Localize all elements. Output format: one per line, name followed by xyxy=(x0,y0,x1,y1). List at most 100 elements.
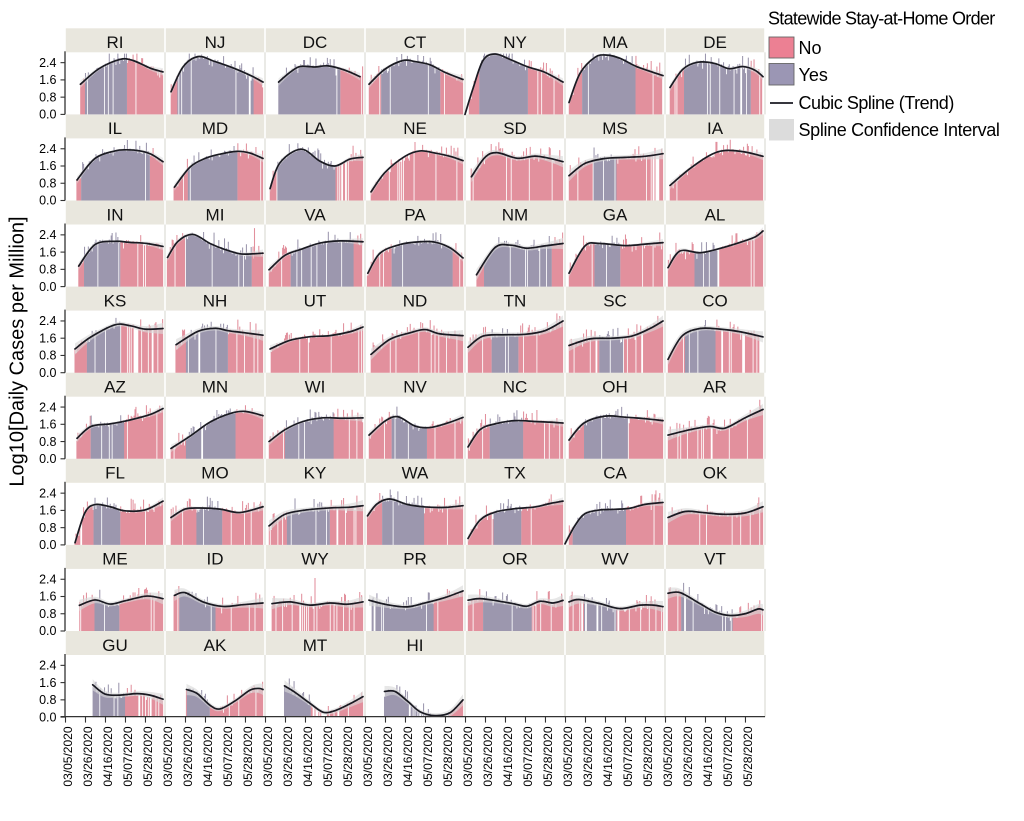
svg-text:1.6: 1.6 xyxy=(39,245,56,259)
svg-text:MS: MS xyxy=(602,119,628,138)
svg-text:NV: NV xyxy=(403,378,427,397)
svg-text:04/16/2020: 04/16/2020 xyxy=(101,726,115,786)
svg-text:Log10[Daily Cases per Million]: Log10[Daily Cases per Million] xyxy=(7,216,29,486)
svg-text:04/16/2020: 04/16/2020 xyxy=(401,726,415,786)
svg-text:NY: NY xyxy=(503,33,527,52)
svg-text:Spline Confidence Interval: Spline Confidence Interval xyxy=(799,120,1000,140)
svg-text:LA: LA xyxy=(305,119,326,138)
svg-text:05/28/2020: 05/28/2020 xyxy=(641,726,655,786)
svg-text:UT: UT xyxy=(304,291,327,310)
svg-text:03/05/2020: 03/05/2020 xyxy=(361,726,375,786)
svg-text:03/26/2020: 03/26/2020 xyxy=(181,726,195,786)
svg-text:05/28/2020: 05/28/2020 xyxy=(541,726,555,786)
svg-text:03/05/2020: 03/05/2020 xyxy=(561,726,575,786)
svg-text:1.6: 1.6 xyxy=(39,331,56,345)
svg-text:0.8: 0.8 xyxy=(39,263,56,277)
svg-text:03/05/2020: 03/05/2020 xyxy=(61,726,75,786)
svg-text:NC: NC xyxy=(503,378,528,397)
svg-text:AK: AK xyxy=(204,636,227,655)
svg-text:NM: NM xyxy=(502,205,528,224)
svg-text:AZ: AZ xyxy=(104,378,126,397)
svg-text:03/05/2020: 03/05/2020 xyxy=(661,726,675,786)
svg-text:MA: MA xyxy=(602,33,628,52)
svg-text:GU: GU xyxy=(102,636,128,655)
svg-text:03/26/2020: 03/26/2020 xyxy=(381,726,395,786)
svg-text:05/28/2020: 05/28/2020 xyxy=(741,726,755,786)
svg-text:MI: MI xyxy=(206,205,225,224)
svg-text:0.8: 0.8 xyxy=(39,90,56,104)
svg-text:05/28/2020: 05/28/2020 xyxy=(441,726,455,786)
svg-text:2.4: 2.4 xyxy=(39,400,56,414)
svg-text:MT: MT xyxy=(303,636,328,655)
svg-text:03/26/2020: 03/26/2020 xyxy=(281,726,295,786)
svg-text:03/26/2020: 03/26/2020 xyxy=(81,726,95,786)
svg-text:HI: HI xyxy=(407,636,424,655)
svg-text:0.0: 0.0 xyxy=(39,624,56,638)
svg-text:0.0: 0.0 xyxy=(39,194,56,208)
svg-text:WV: WV xyxy=(601,550,629,569)
svg-text:0.0: 0.0 xyxy=(39,108,56,122)
svg-text:DC: DC xyxy=(303,33,328,52)
svg-text:05/07/2020: 05/07/2020 xyxy=(621,726,635,786)
svg-text:0.8: 0.8 xyxy=(39,693,56,707)
svg-text:KY: KY xyxy=(304,464,327,483)
svg-text:KS: KS xyxy=(104,291,127,310)
svg-text:IA: IA xyxy=(707,119,724,138)
svg-text:NH: NH xyxy=(203,291,228,310)
svg-text:OH: OH xyxy=(602,378,628,397)
svg-text:0.0: 0.0 xyxy=(39,538,56,552)
svg-text:TX: TX xyxy=(504,464,526,483)
svg-text:ID: ID xyxy=(207,550,224,569)
svg-text:PR: PR xyxy=(403,550,427,569)
svg-text:SD: SD xyxy=(503,119,527,138)
svg-text:ME: ME xyxy=(102,550,128,569)
svg-text:2.4: 2.4 xyxy=(39,659,56,673)
svg-text:2.4: 2.4 xyxy=(39,572,56,586)
svg-text:05/07/2020: 05/07/2020 xyxy=(221,726,235,786)
svg-text:04/16/2020: 04/16/2020 xyxy=(701,726,715,786)
svg-text:Yes: Yes xyxy=(799,65,828,85)
svg-text:OK: OK xyxy=(703,464,728,483)
svg-text:05/07/2020: 05/07/2020 xyxy=(521,726,535,786)
svg-text:PA: PA xyxy=(404,205,426,224)
svg-text:03/05/2020: 03/05/2020 xyxy=(161,726,175,786)
svg-text:05/28/2020: 05/28/2020 xyxy=(241,726,255,786)
svg-text:2.4: 2.4 xyxy=(39,314,56,328)
svg-text:05/07/2020: 05/07/2020 xyxy=(321,726,335,786)
svg-text:WY: WY xyxy=(301,550,328,569)
svg-text:OR: OR xyxy=(502,550,528,569)
svg-text:VA: VA xyxy=(304,205,326,224)
svg-text:FL: FL xyxy=(105,464,125,483)
svg-text:1.6: 1.6 xyxy=(39,504,56,518)
svg-text:RI: RI xyxy=(107,33,124,52)
svg-text:04/16/2020: 04/16/2020 xyxy=(301,726,315,786)
svg-text:0.0: 0.0 xyxy=(39,280,56,294)
svg-text:0.0: 0.0 xyxy=(39,366,56,380)
svg-text:DE: DE xyxy=(703,33,727,52)
svg-text:0.0: 0.0 xyxy=(39,710,56,724)
svg-text:05/28/2020: 05/28/2020 xyxy=(141,726,155,786)
svg-text:2.4: 2.4 xyxy=(39,228,56,242)
svg-text:MO: MO xyxy=(201,464,228,483)
svg-text:05/07/2020: 05/07/2020 xyxy=(721,726,735,786)
svg-text:05/07/2020: 05/07/2020 xyxy=(421,726,435,786)
svg-text:CT: CT xyxy=(404,33,427,52)
svg-text:0.8: 0.8 xyxy=(39,176,56,190)
svg-text:ND: ND xyxy=(403,291,428,310)
svg-text:No: No xyxy=(799,38,822,58)
svg-text:1.6: 1.6 xyxy=(39,159,56,173)
svg-text:WI: WI xyxy=(305,378,326,397)
svg-text:IL: IL xyxy=(108,119,122,138)
svg-text:MD: MD xyxy=(202,119,228,138)
svg-text:1.6: 1.6 xyxy=(39,590,56,604)
svg-text:03/05/2020: 03/05/2020 xyxy=(261,726,275,786)
svg-text:0.8: 0.8 xyxy=(39,521,56,535)
svg-text:03/26/2020: 03/26/2020 xyxy=(581,726,595,786)
svg-text:CO: CO xyxy=(702,291,728,310)
svg-text:WA: WA xyxy=(402,464,429,483)
svg-text:03/26/2020: 03/26/2020 xyxy=(681,726,695,786)
svg-text:NJ: NJ xyxy=(205,33,226,52)
svg-text:SC: SC xyxy=(603,291,627,310)
svg-text:1.6: 1.6 xyxy=(39,676,56,690)
svg-text:04/16/2020: 04/16/2020 xyxy=(601,726,615,786)
